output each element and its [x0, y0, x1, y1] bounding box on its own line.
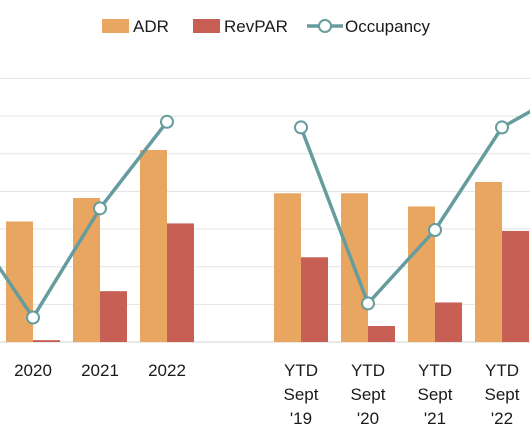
revpar-bar-ytd22 [502, 230, 529, 342]
legend-label-revpar: RevPAR [224, 17, 288, 36]
revpar-bar-ytd20 [368, 326, 395, 342]
occupancy-point-ytd19 [294, 120, 308, 135]
revpar-bar-c2020 [33, 340, 60, 342]
occupancy-point-c2020 [26, 310, 40, 325]
adr-bar-ytd22 [475, 182, 502, 342]
x-tick-label-c2022-0: 2022 [148, 361, 186, 380]
legend-swatch-revpar [193, 19, 220, 33]
x-tick-label-ytd21-1: Sept [418, 385, 453, 404]
x-tick-label-ytd19-2: '19 [290, 409, 312, 428]
occupancy-point-ytd20 [361, 296, 375, 311]
x-tick-label-ytd20-0: YTD [351, 361, 385, 380]
occupancy-point-ytd21 [428, 223, 442, 237]
x-tick-label-ytd22-0: YTD [485, 361, 519, 380]
adr-bar-c2021 [73, 198, 100, 342]
x-tick-label-ytd21-0: YTD [418, 361, 452, 380]
x-tick-label-c2021-0: 2021 [81, 361, 119, 380]
x-tick-label-ytd19-0: YTD [284, 361, 318, 380]
revpar-bar-ytd19 [301, 257, 328, 342]
occupancy-line-segment-0 [0, 120, 169, 320]
x-tick-label-ytd20-2: '20 [357, 409, 379, 428]
legend-label-adr: ADR [133, 17, 169, 36]
legend-swatch-adr [102, 19, 129, 33]
x-tick-label-ytd21-2: '21 [424, 409, 446, 428]
revpar-bar-c2021 [100, 291, 127, 342]
bars [6, 150, 529, 342]
x-tick-label-ytd19-1: Sept [284, 385, 319, 404]
x-tick-label-ytd20-1: Sept [351, 385, 386, 404]
x-tick-label-ytd22-2: '22 [491, 409, 513, 428]
occupancy-point-ytd22 [495, 120, 509, 135]
adr-bar-c2022 [140, 150, 167, 342]
x-axis-labels: 2019202020212022YTDSept'19YTDSept'20YTDS… [14, 361, 520, 428]
occupancy-line-layer [0, 109, 530, 325]
revpar-bar-ytd21 [435, 302, 462, 342]
legend-label-occupancy: Occupancy [345, 17, 431, 36]
occupancy-point-c2021 [93, 201, 107, 216]
x-tick-label-c2020-0: 2020 [14, 361, 52, 380]
revpar-bar-c2022 [167, 223, 194, 342]
legend-swatch-marker-occupancy [318, 19, 332, 33]
adr-bar-ytd19 [274, 193, 301, 342]
x-tick-label-ytd22-1: Sept [485, 385, 520, 404]
legend: ADR RevPAR Occupancy [102, 17, 431, 36]
occupancy-point-c2022 [160, 114, 174, 129]
